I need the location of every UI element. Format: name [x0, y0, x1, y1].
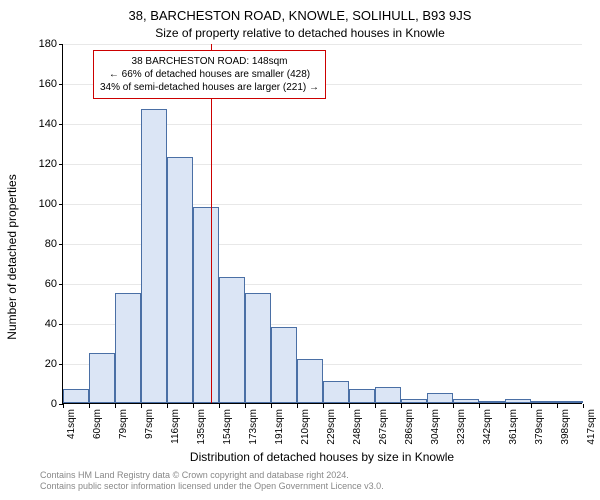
histogram-bar — [531, 401, 557, 403]
credits-line1: Contains HM Land Registry data © Crown c… — [40, 470, 384, 481]
histogram-bar — [115, 293, 141, 403]
xtick-label: 229sqm — [326, 409, 337, 445]
ytick-label: 120 — [39, 158, 57, 170]
ytick-mark — [59, 324, 63, 325]
annotation-line3: 34% of semi-detached houses are larger (… — [100, 81, 319, 94]
xtick-label: 267sqm — [378, 409, 389, 445]
histogram-bar — [245, 293, 271, 403]
xtick-label: 116sqm — [170, 409, 181, 444]
ytick-label: 180 — [39, 38, 57, 50]
ytick-label: 60 — [45, 278, 57, 290]
chart-title-main: 38, BARCHESTON ROAD, KNOWLE, SOLIHULL, B… — [0, 8, 600, 23]
ytick-mark — [59, 124, 63, 125]
xtick-label: 323sqm — [456, 409, 467, 445]
xtick-mark — [349, 404, 350, 408]
xtick-label: 97sqm — [144, 409, 155, 439]
xtick-label: 173sqm — [248, 409, 259, 445]
xtick-label: 361sqm — [508, 409, 519, 445]
xtick-label: 379sqm — [534, 409, 545, 445]
xtick-mark — [583, 404, 584, 408]
xtick-mark — [63, 404, 64, 408]
ytick-label: 0 — [51, 398, 57, 410]
gridline — [63, 44, 582, 45]
xtick-mark — [245, 404, 246, 408]
xtick-mark — [193, 404, 194, 408]
xtick-label: 60sqm — [92, 409, 103, 439]
xtick-mark — [89, 404, 90, 408]
xtick-mark — [115, 404, 116, 408]
xtick-mark — [531, 404, 532, 408]
xtick-label: 304sqm — [430, 409, 441, 445]
ytick-label: 20 — [45, 358, 57, 370]
histogram-bar — [193, 207, 219, 403]
ytick-mark — [59, 284, 63, 285]
xtick-label: 135sqm — [196, 409, 207, 445]
xtick-label: 154sqm — [222, 409, 233, 445]
ytick-mark — [59, 204, 63, 205]
xtick-label: 248sqm — [352, 409, 363, 445]
histogram-bar — [297, 359, 323, 403]
histogram-bar — [375, 387, 401, 403]
xtick-mark — [427, 404, 428, 408]
xtick-mark — [401, 404, 402, 408]
ytick-mark — [59, 84, 63, 85]
histogram-bar — [557, 401, 583, 403]
histogram-bar — [401, 399, 427, 403]
ytick-label: 160 — [39, 78, 57, 90]
ytick-label: 140 — [39, 118, 57, 130]
xtick-label: 417sqm — [586, 409, 597, 445]
annotation-line2: ← 66% of detached houses are smaller (42… — [100, 68, 319, 81]
y-axis-label: Number of detached properties — [5, 174, 19, 339]
xtick-mark — [557, 404, 558, 408]
xtick-mark — [271, 404, 272, 408]
xtick-mark — [219, 404, 220, 408]
x-axis-label: Distribution of detached houses by size … — [62, 450, 582, 464]
histogram-bar — [427, 393, 453, 403]
histogram-bar — [63, 389, 89, 403]
plot-area: 02040608010012014016018041sqm60sqm79sqm9… — [62, 44, 582, 404]
histogram-chart: 38, BARCHESTON ROAD, KNOWLE, SOLIHULL, B… — [0, 0, 600, 500]
xtick-mark — [375, 404, 376, 408]
histogram-bar — [349, 389, 375, 403]
histogram-bar — [89, 353, 115, 403]
ytick-label: 40 — [45, 318, 57, 330]
xtick-mark — [479, 404, 480, 408]
ytick-label: 80 — [45, 238, 57, 250]
chart-title-sub: Size of property relative to detached ho… — [0, 26, 600, 40]
xtick-mark — [505, 404, 506, 408]
credits-line2: Contains public sector information licen… — [40, 481, 384, 492]
xtick-mark — [323, 404, 324, 408]
histogram-bar — [505, 399, 531, 403]
histogram-bar — [167, 157, 193, 403]
xtick-label: 286sqm — [404, 409, 415, 445]
xtick-mark — [167, 404, 168, 408]
xtick-label: 342sqm — [482, 409, 493, 445]
xtick-label: 210sqm — [300, 409, 311, 445]
ytick-mark — [59, 164, 63, 165]
annotation-line1: 38 BARCHESTON ROAD: 148sqm — [100, 55, 319, 68]
xtick-label: 79sqm — [118, 409, 129, 439]
ytick-mark — [59, 44, 63, 45]
xtick-label: 398sqm — [560, 409, 571, 445]
ytick-mark — [59, 364, 63, 365]
credits: Contains HM Land Registry data © Crown c… — [40, 470, 384, 492]
ytick-label: 100 — [39, 198, 57, 210]
xtick-mark — [453, 404, 454, 408]
xtick-mark — [297, 404, 298, 408]
xtick-label: 41sqm — [66, 409, 77, 439]
histogram-bar — [219, 277, 245, 403]
histogram-bar — [271, 327, 297, 403]
xtick-label: 191sqm — [274, 409, 285, 445]
annotation-box: 38 BARCHESTON ROAD: 148sqm← 66% of detac… — [93, 50, 326, 99]
xtick-mark — [141, 404, 142, 408]
histogram-bar — [453, 399, 479, 403]
histogram-bar — [141, 109, 167, 403]
histogram-bar — [323, 381, 349, 403]
histogram-bar — [479, 401, 505, 403]
ytick-mark — [59, 244, 63, 245]
